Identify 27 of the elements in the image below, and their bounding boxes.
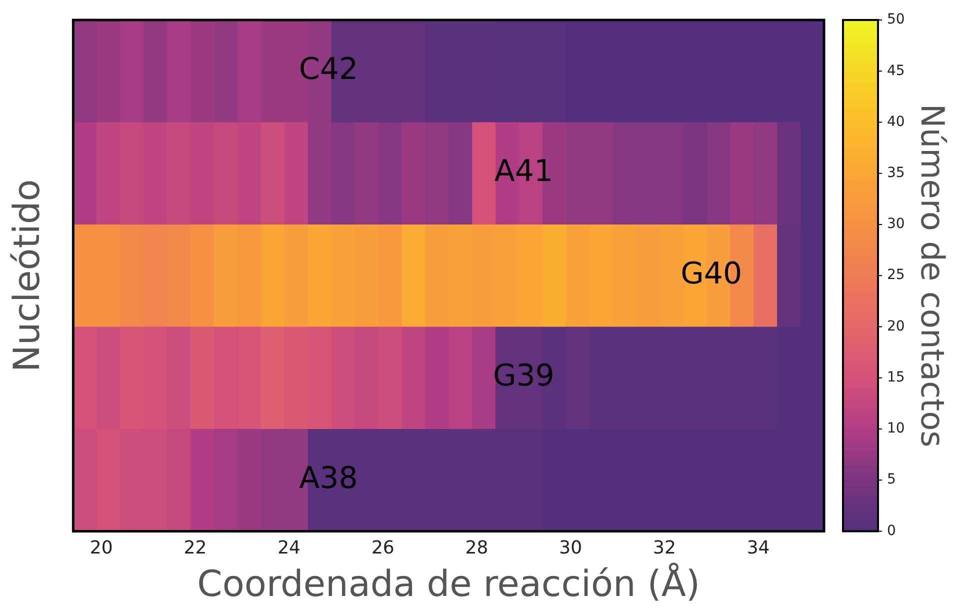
color-bar-label: 30 [887,216,905,232]
x-tick-label: 26 [371,538,394,559]
color-bar-label: 10 [887,420,905,437]
color-bar-label: 25 [887,267,905,284]
color-bar-label: 35 [887,165,905,181]
color-bar-label: 20 [887,318,905,334]
x-tick-label: 20 [90,538,113,559]
x-tick-label: 24 [278,538,301,559]
y-tick-label: A41 [494,154,554,190]
color-bar-label: 45 [887,62,905,79]
y-tick-label: A38 [299,460,358,496]
x-tick-label: 28 [465,538,488,559]
x-axis-title: Coordenada de reacción (Å) [197,562,700,605]
color-bar-title: Número de contactos [914,104,952,448]
y-tick-label: G39 [492,358,554,394]
color-bar-label: 5 [887,472,896,488]
x-tick-label: 30 [559,538,582,559]
x-tick-label: 32 [653,538,676,559]
color-bar-label: 50 [887,12,905,28]
color-bar-label: 40 [887,114,905,130]
y-tick-label: C42 [298,52,358,87]
x-tick-label: 34 [746,538,770,559]
color-bar-label: 0 [887,522,896,539]
y-axis-title: Nucleótido [6,179,48,372]
color-bar-label: 15 [887,369,905,386]
y-tick-label: G40 [680,256,742,292]
x-tick-label: 22 [184,538,207,559]
